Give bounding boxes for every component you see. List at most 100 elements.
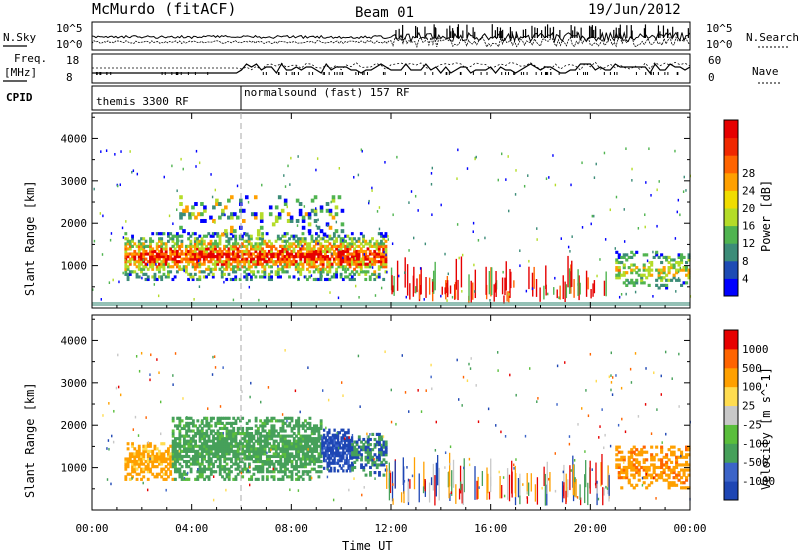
data-cell xyxy=(211,272,215,276)
data-cell xyxy=(207,267,211,271)
data-stripe xyxy=(546,461,548,494)
data-cell xyxy=(131,470,134,474)
data-cell xyxy=(233,229,237,234)
data-cell xyxy=(660,260,664,265)
data-cell xyxy=(236,454,240,459)
data-cell xyxy=(645,476,649,480)
data-cell xyxy=(310,429,314,433)
data-cell xyxy=(221,442,224,446)
data-cell xyxy=(149,265,152,269)
data-cell xyxy=(200,237,204,241)
data-cell xyxy=(360,445,363,449)
data-cell xyxy=(368,260,372,264)
data-cell xyxy=(274,434,278,438)
noise-cell xyxy=(552,154,554,157)
data-cell xyxy=(146,462,150,466)
noise-cell xyxy=(337,446,340,450)
data-cell xyxy=(191,449,195,453)
data-cell xyxy=(164,457,168,461)
data-cell xyxy=(625,283,629,287)
noise-cell xyxy=(623,461,625,464)
nsearch-trace xyxy=(91,35,691,49)
data-cell xyxy=(196,237,199,241)
noise-cell xyxy=(109,238,112,242)
data-cell xyxy=(160,247,164,251)
data-cell xyxy=(329,448,333,453)
data-cell xyxy=(239,444,242,448)
data-cell xyxy=(126,277,130,282)
data-cell xyxy=(346,252,350,256)
data-cell xyxy=(308,475,312,479)
data-stripe xyxy=(539,287,541,302)
data-cell xyxy=(637,463,641,467)
data-cell xyxy=(635,448,639,452)
data-cell xyxy=(324,446,328,450)
data-cell xyxy=(263,255,267,259)
noise-cell xyxy=(515,393,517,397)
data-cell xyxy=(185,434,189,438)
data-cell xyxy=(315,447,319,451)
data-cell xyxy=(290,465,294,469)
data-cell xyxy=(645,268,649,272)
data-cell xyxy=(221,416,224,420)
noise-cell xyxy=(654,252,657,256)
noise-cell xyxy=(648,147,650,151)
data-cell xyxy=(662,455,666,459)
data-cell xyxy=(265,437,269,441)
data-cell xyxy=(178,444,182,448)
noise-cell xyxy=(612,376,614,379)
data-cell xyxy=(378,455,381,459)
data-cell xyxy=(277,442,280,446)
data-cell xyxy=(281,234,285,238)
noise-cell xyxy=(620,386,623,390)
data-cell xyxy=(200,452,204,456)
data-cell xyxy=(189,257,193,261)
data-cell xyxy=(225,421,229,425)
data-cell xyxy=(160,260,164,264)
data-cell xyxy=(227,449,231,453)
data-cell xyxy=(149,262,152,266)
data-cell xyxy=(253,215,258,220)
data-cell xyxy=(344,275,347,279)
data-cell xyxy=(329,469,333,473)
data-cell xyxy=(238,249,242,254)
data-cell xyxy=(667,260,671,265)
data-cell xyxy=(133,470,137,474)
data-cell xyxy=(338,441,342,445)
data-cell xyxy=(349,441,352,445)
data-cell xyxy=(297,429,301,433)
data-stripe xyxy=(486,467,488,500)
data-cell xyxy=(202,249,206,254)
data-cell xyxy=(345,448,348,453)
data-cell xyxy=(277,470,280,474)
data-cell xyxy=(355,244,359,248)
data-cell xyxy=(149,470,152,474)
data-cell xyxy=(304,212,309,217)
data-cell xyxy=(630,448,634,452)
noise-cell xyxy=(650,193,652,197)
y-tick-label: 2000 xyxy=(61,217,88,230)
data-cell xyxy=(214,424,218,428)
data-cell xyxy=(131,442,134,446)
data-cell xyxy=(232,454,236,459)
data-cell xyxy=(288,439,292,443)
data-cell xyxy=(353,460,357,464)
data-cell xyxy=(335,446,338,450)
data-cell xyxy=(178,432,182,436)
data-cell xyxy=(140,470,143,474)
noise-cell xyxy=(284,185,287,188)
data-cell xyxy=(680,468,684,472)
data-cell xyxy=(274,439,278,443)
data-cell xyxy=(350,275,354,279)
data-cell xyxy=(617,458,621,462)
data-cell xyxy=(205,267,208,271)
data-cell xyxy=(176,457,180,461)
data-cell xyxy=(232,252,235,256)
data-cell xyxy=(250,444,254,448)
colorbar-tick-label: -500 xyxy=(742,456,769,469)
data-cell xyxy=(189,244,193,248)
data-cell xyxy=(155,252,159,256)
data-cell xyxy=(189,462,193,466)
data-cell xyxy=(131,257,134,261)
data-cell xyxy=(203,416,206,420)
